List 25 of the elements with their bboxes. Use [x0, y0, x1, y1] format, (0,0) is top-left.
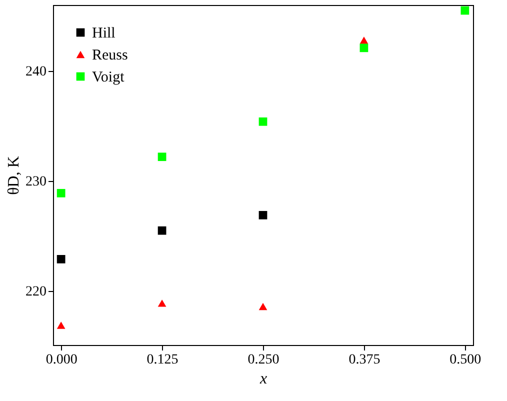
point: [56, 254, 66, 264]
point: [460, 6, 470, 15]
point: [56, 322, 66, 329]
y-tick-label: 240: [26, 64, 46, 80]
point: [258, 302, 268, 310]
y-tick-label: 220: [26, 284, 46, 300]
x-tick-label: 0.250: [248, 352, 280, 368]
point: [56, 188, 66, 198]
y-axis-title: θD, K: [6, 156, 22, 195]
point: [360, 36, 368, 44]
legend-label: Voigt: [92, 70, 126, 86]
x-tick-label: 0.125: [146, 352, 178, 368]
point: [158, 300, 166, 307]
x-tick-label: 0.500: [450, 352, 482, 368]
point: [360, 44, 368, 52]
point: [258, 117, 268, 126]
legend-label: Reuss: [92, 48, 128, 64]
point: [258, 210, 268, 220]
x-axis-title: x: [258, 370, 268, 388]
legend-label: Hill: [92, 26, 116, 42]
point: [158, 152, 166, 162]
y-tick-label: 230: [26, 174, 46, 190]
x-tick-label: 0.000: [46, 352, 78, 368]
x-tick-label: 0.375: [348, 352, 380, 368]
point: [158, 226, 166, 235]
